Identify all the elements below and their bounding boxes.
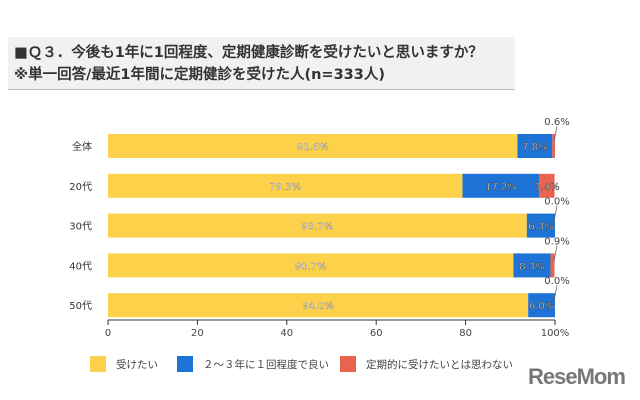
- bar-segment: [462, 173, 540, 198]
- bar-segment: [550, 253, 555, 278]
- category-label: 20代: [69, 181, 92, 193]
- bar-segment: [108, 213, 527, 238]
- category-label: 30代: [69, 221, 92, 233]
- bar-segment: [108, 173, 463, 198]
- data-label: 0.0%: [544, 276, 569, 287]
- data-label: 7.8%: [522, 142, 547, 153]
- data-label: 90.7%: [295, 261, 327, 272]
- data-label: 8.3%: [519, 261, 544, 272]
- legend-label: ２～３年に１回程度で良い: [203, 358, 329, 371]
- legend-label: 受けたい: [116, 358, 158, 371]
- legend-swatch: [90, 356, 106, 372]
- legend-swatch: [340, 356, 356, 372]
- data-label: 0.9%: [544, 236, 569, 247]
- bar-segment: [108, 253, 514, 278]
- data-label: 93.7%: [302, 222, 334, 233]
- bar-segment: [539, 173, 555, 198]
- chart-subtitle: ※単一回答/最近1年間に定期健診を受けた人(n=333人): [14, 67, 385, 83]
- data-label: 0.6%: [544, 117, 569, 128]
- leader-line: [553, 125, 558, 143]
- data-label: 94.0%: [302, 301, 334, 312]
- legend-swatch: [177, 356, 193, 372]
- legend-item-want: 受けたい: [90, 356, 158, 372]
- data-label: 17.2%: [485, 182, 517, 193]
- x-tick-label: 20: [191, 328, 204, 339]
- bar-segment: [526, 213, 555, 238]
- bar-segment: [513, 253, 551, 278]
- data-label: 6.3%: [528, 222, 553, 233]
- bar-segment: [528, 293, 555, 318]
- leader-line: [553, 205, 558, 222]
- data-label: 3.4%: [534, 182, 559, 193]
- bar-segment: [108, 293, 529, 318]
- data-label: 79.3%: [269, 182, 301, 193]
- legend-item-2-3-years: ２～３年に１回程度で良い: [177, 356, 329, 372]
- resemom-logo: ReseMom: [528, 364, 626, 389]
- category-label: 全体: [72, 140, 92, 153]
- x-tick-label: 80: [459, 328, 472, 339]
- category-label: 50代: [69, 300, 92, 312]
- category-label: 40代: [69, 260, 92, 272]
- x-tick-label: 0: [105, 328, 111, 339]
- legend-item-not-want: 定期的に受けたいとは思わない: [340, 356, 513, 372]
- bar-segment: [517, 134, 553, 158]
- header: ■Ｑ３．今後も1年に1回程度、定期健康診断を受けたいと思いますか？ ※単一回答/…: [8, 37, 515, 90]
- x-tick-label: 60: [370, 328, 383, 339]
- leader-line: [553, 285, 558, 302]
- bar-segment: [108, 134, 518, 158]
- x-tick-label: 40: [280, 328, 293, 339]
- data-label: 0.0%: [544, 197, 569, 208]
- data-label: 6.0%: [529, 301, 554, 312]
- leader-line: [553, 245, 558, 262]
- bar-segment: [552, 134, 555, 158]
- data-label: 91.6%: [297, 142, 329, 153]
- chart-title: ■Ｑ３．今後も1年に1回程度、定期健康診断を受けたいと思いますか？: [14, 45, 483, 61]
- x-tick-label: 100%: [541, 328, 570, 339]
- legend-label: 定期的に受けたいとは思わない: [366, 358, 513, 371]
